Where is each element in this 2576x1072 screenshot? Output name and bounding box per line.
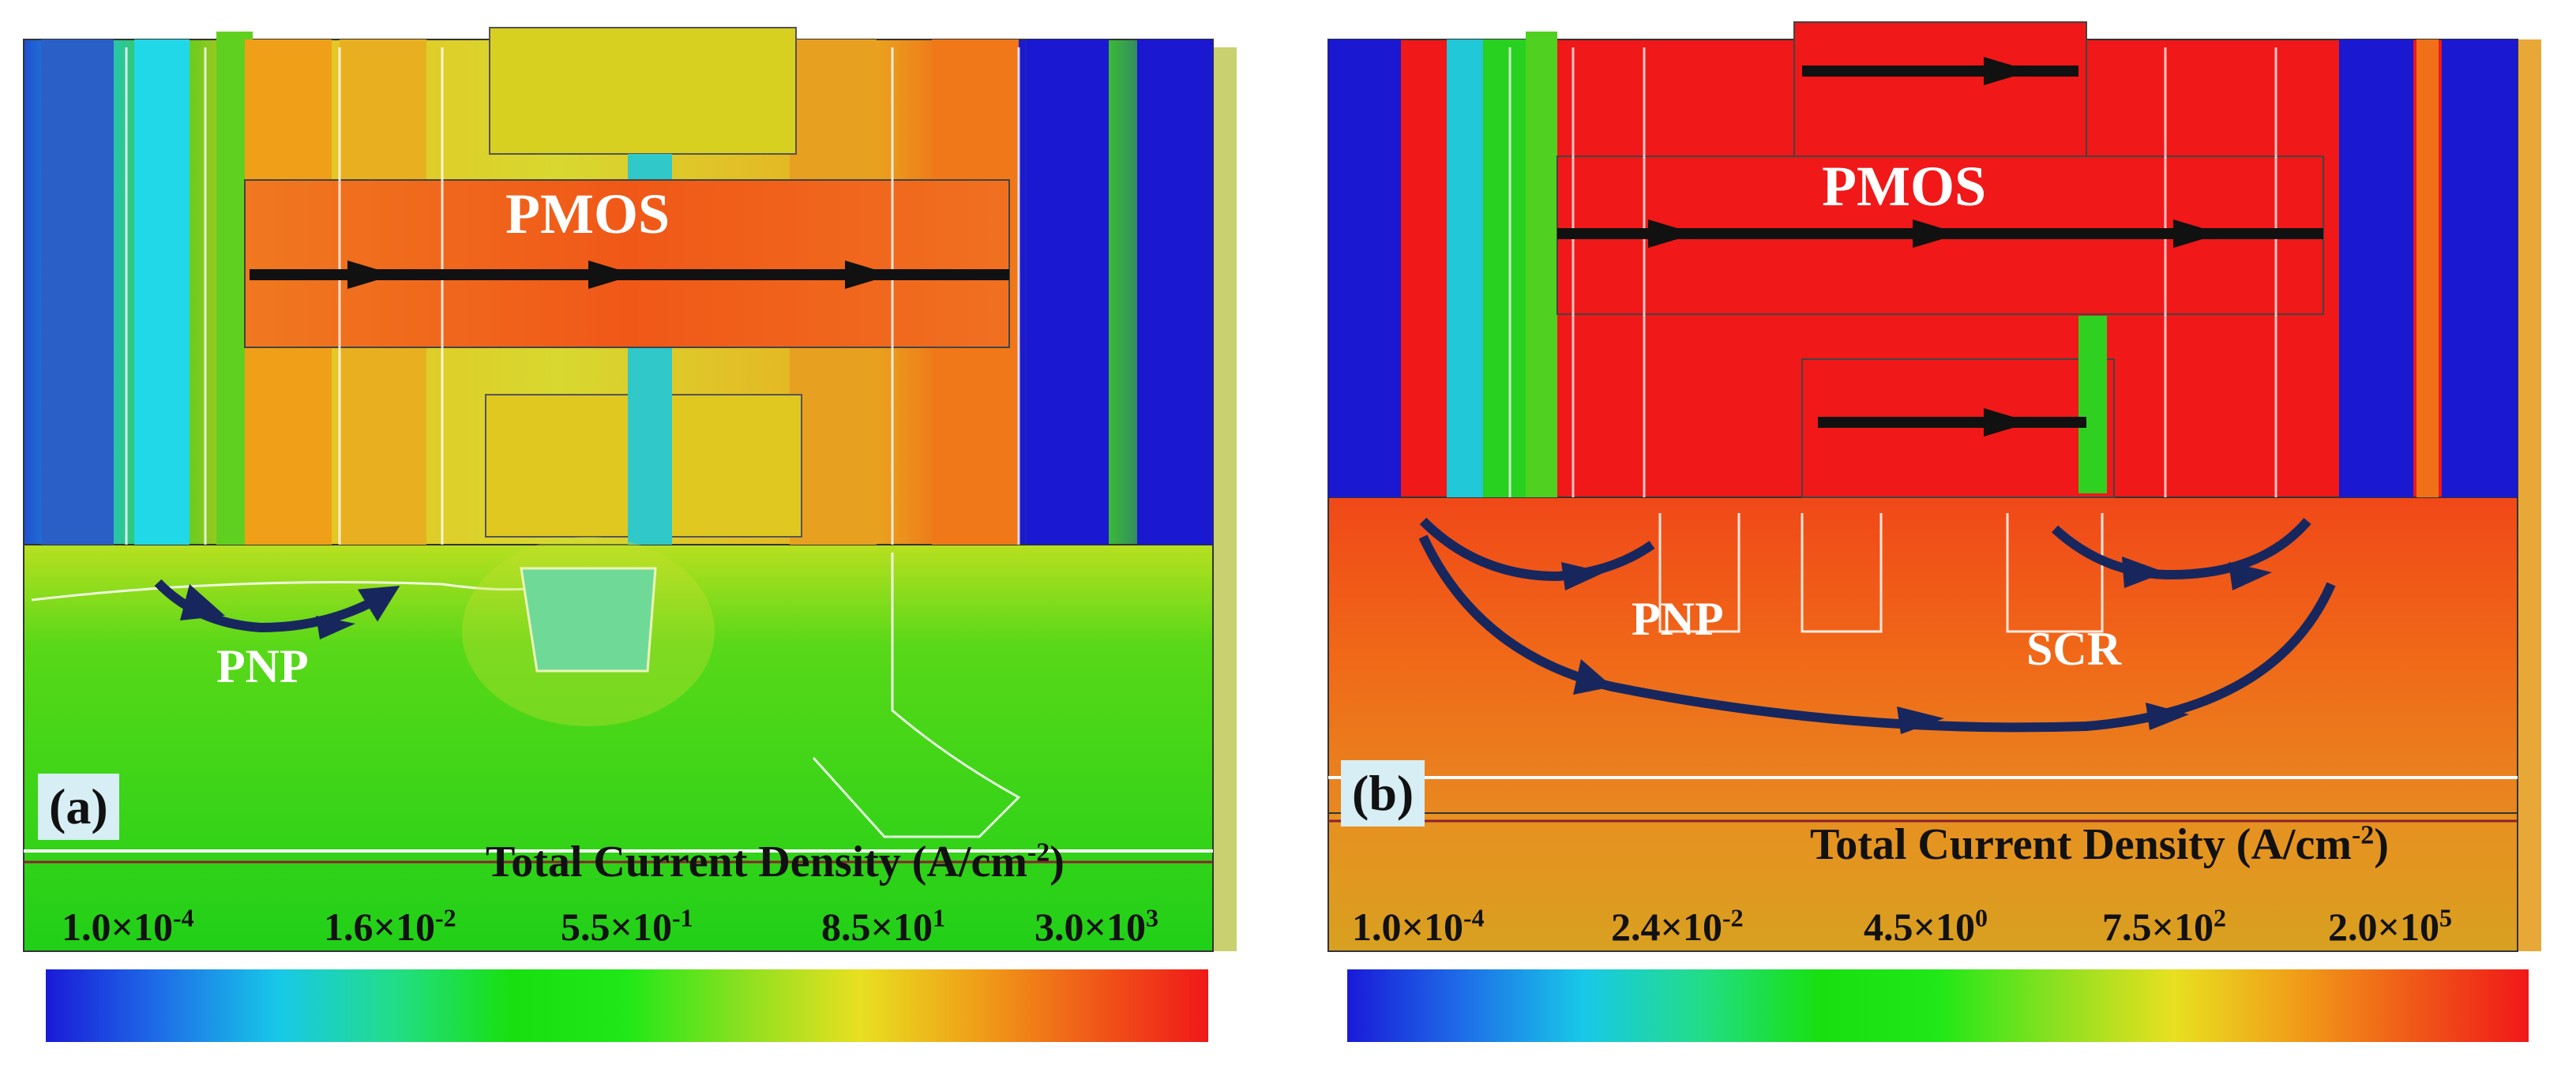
finger-3 xyxy=(1526,32,1557,497)
contour-lines xyxy=(1508,47,2277,497)
substrate-cross-section xyxy=(1327,497,2518,814)
pmos-gate-bar xyxy=(244,179,1010,348)
colorbar-title-a: Total Current Density (A/cm-2) xyxy=(486,838,1065,886)
panel-b: PMOS PNP SCR (b) Total Current Density (… xyxy=(1297,0,2576,1072)
right-contact-2 xyxy=(1137,39,1213,545)
substrate-cross-section xyxy=(23,544,1214,952)
colorbar-tick-b-3: 4.5×100 xyxy=(1864,903,1988,949)
center-trench xyxy=(520,567,657,673)
left-contact xyxy=(41,39,114,545)
device-side-face xyxy=(1213,47,1237,951)
left-contact xyxy=(1328,39,1401,497)
current-arrowhead-mid-1 xyxy=(1648,219,1695,248)
colorbar-tick-a-4: 8.5×101 xyxy=(821,903,945,949)
colorbar-tick-a-1: 1.0×10-4 xyxy=(62,903,194,949)
trench-halo xyxy=(462,537,715,726)
panel-tag-a: (a) xyxy=(38,774,119,840)
colorbar-tick-b-2: 2.4×10-2 xyxy=(1611,903,1744,949)
substrate-lower-layer xyxy=(1327,812,2518,952)
pmos-label: PMOS xyxy=(1822,155,1986,218)
pmos-label: PMOS xyxy=(505,182,670,246)
panel-a: PMOS PNP (a) Total Current Density (A/cm… xyxy=(0,0,1279,1072)
finger-2 xyxy=(1483,39,1534,497)
small-green-finger xyxy=(2078,316,2107,493)
colorbar-tick-a-3: 5.5×10-1 xyxy=(561,903,693,949)
current-arrowhead-mid-2 xyxy=(1913,219,1960,248)
pnp-path-arc xyxy=(1419,517,1655,582)
pnp-label: PNP xyxy=(1632,593,1724,645)
scr-arrowhead-5 xyxy=(2146,703,2189,730)
current-arrowhead-2 xyxy=(588,261,636,289)
scr-arrowhead-3 xyxy=(1573,659,1613,695)
current-arrowhead-mid-3 xyxy=(2173,219,2221,248)
current-arrowhead-bottom xyxy=(1984,408,2031,437)
device-3d-view-b xyxy=(1327,21,2541,952)
scr-arrowhead-1 xyxy=(2122,557,2165,588)
pnp-arrowhead-1 xyxy=(180,584,225,620)
colorbar-tick-b-1: 1.0×10-4 xyxy=(1352,903,1485,949)
current-arrowhead-top xyxy=(1984,57,2031,85)
bulk-trenches xyxy=(1658,513,2104,633)
right-contact-1 xyxy=(1027,39,1109,545)
colorbar-tick-b-5: 2.0×105 xyxy=(2328,903,2452,949)
right-finger xyxy=(2416,39,2439,497)
colorbar-tick-b-4: 7.5×102 xyxy=(2102,903,2226,949)
pnp-arrowhead-2 xyxy=(316,616,355,639)
lower-gate-block xyxy=(1801,358,2115,498)
colorbar-tick-a-5: 3.0×103 xyxy=(1035,903,1158,949)
device-3d-view-a xyxy=(23,27,1237,952)
device-side-face xyxy=(2518,39,2541,951)
upper-gate-block xyxy=(1793,21,2087,157)
scr-path-arc-large xyxy=(1418,534,2336,733)
scr-arrowhead-2 xyxy=(2229,562,2272,590)
current-arrowhead-1 xyxy=(347,261,395,289)
contour-lines xyxy=(125,47,1020,545)
pnp-arrowhead xyxy=(1561,562,1605,590)
finger-1 xyxy=(134,39,190,545)
right-contact-1 xyxy=(2339,39,2413,497)
panel-tag-b: (b) xyxy=(1341,760,1425,826)
scr-arrowhead-4 xyxy=(1897,707,1944,734)
scr-path-arc-small xyxy=(2051,518,2311,580)
right-contact-2 xyxy=(2442,39,2518,497)
pnp-label: PNP xyxy=(216,640,309,692)
upper-gate-block xyxy=(489,27,797,155)
colorbar-title-b: Total Current Density (A/cm-2) xyxy=(1810,820,2389,869)
colorbar-a xyxy=(46,969,1208,1042)
colorbar-b xyxy=(1347,969,2529,1042)
current-arrowhead-3 xyxy=(845,261,892,289)
colorbar-tick-a-2: 1.6×10-2 xyxy=(324,903,456,949)
scr-label: SCR xyxy=(2026,623,2122,675)
